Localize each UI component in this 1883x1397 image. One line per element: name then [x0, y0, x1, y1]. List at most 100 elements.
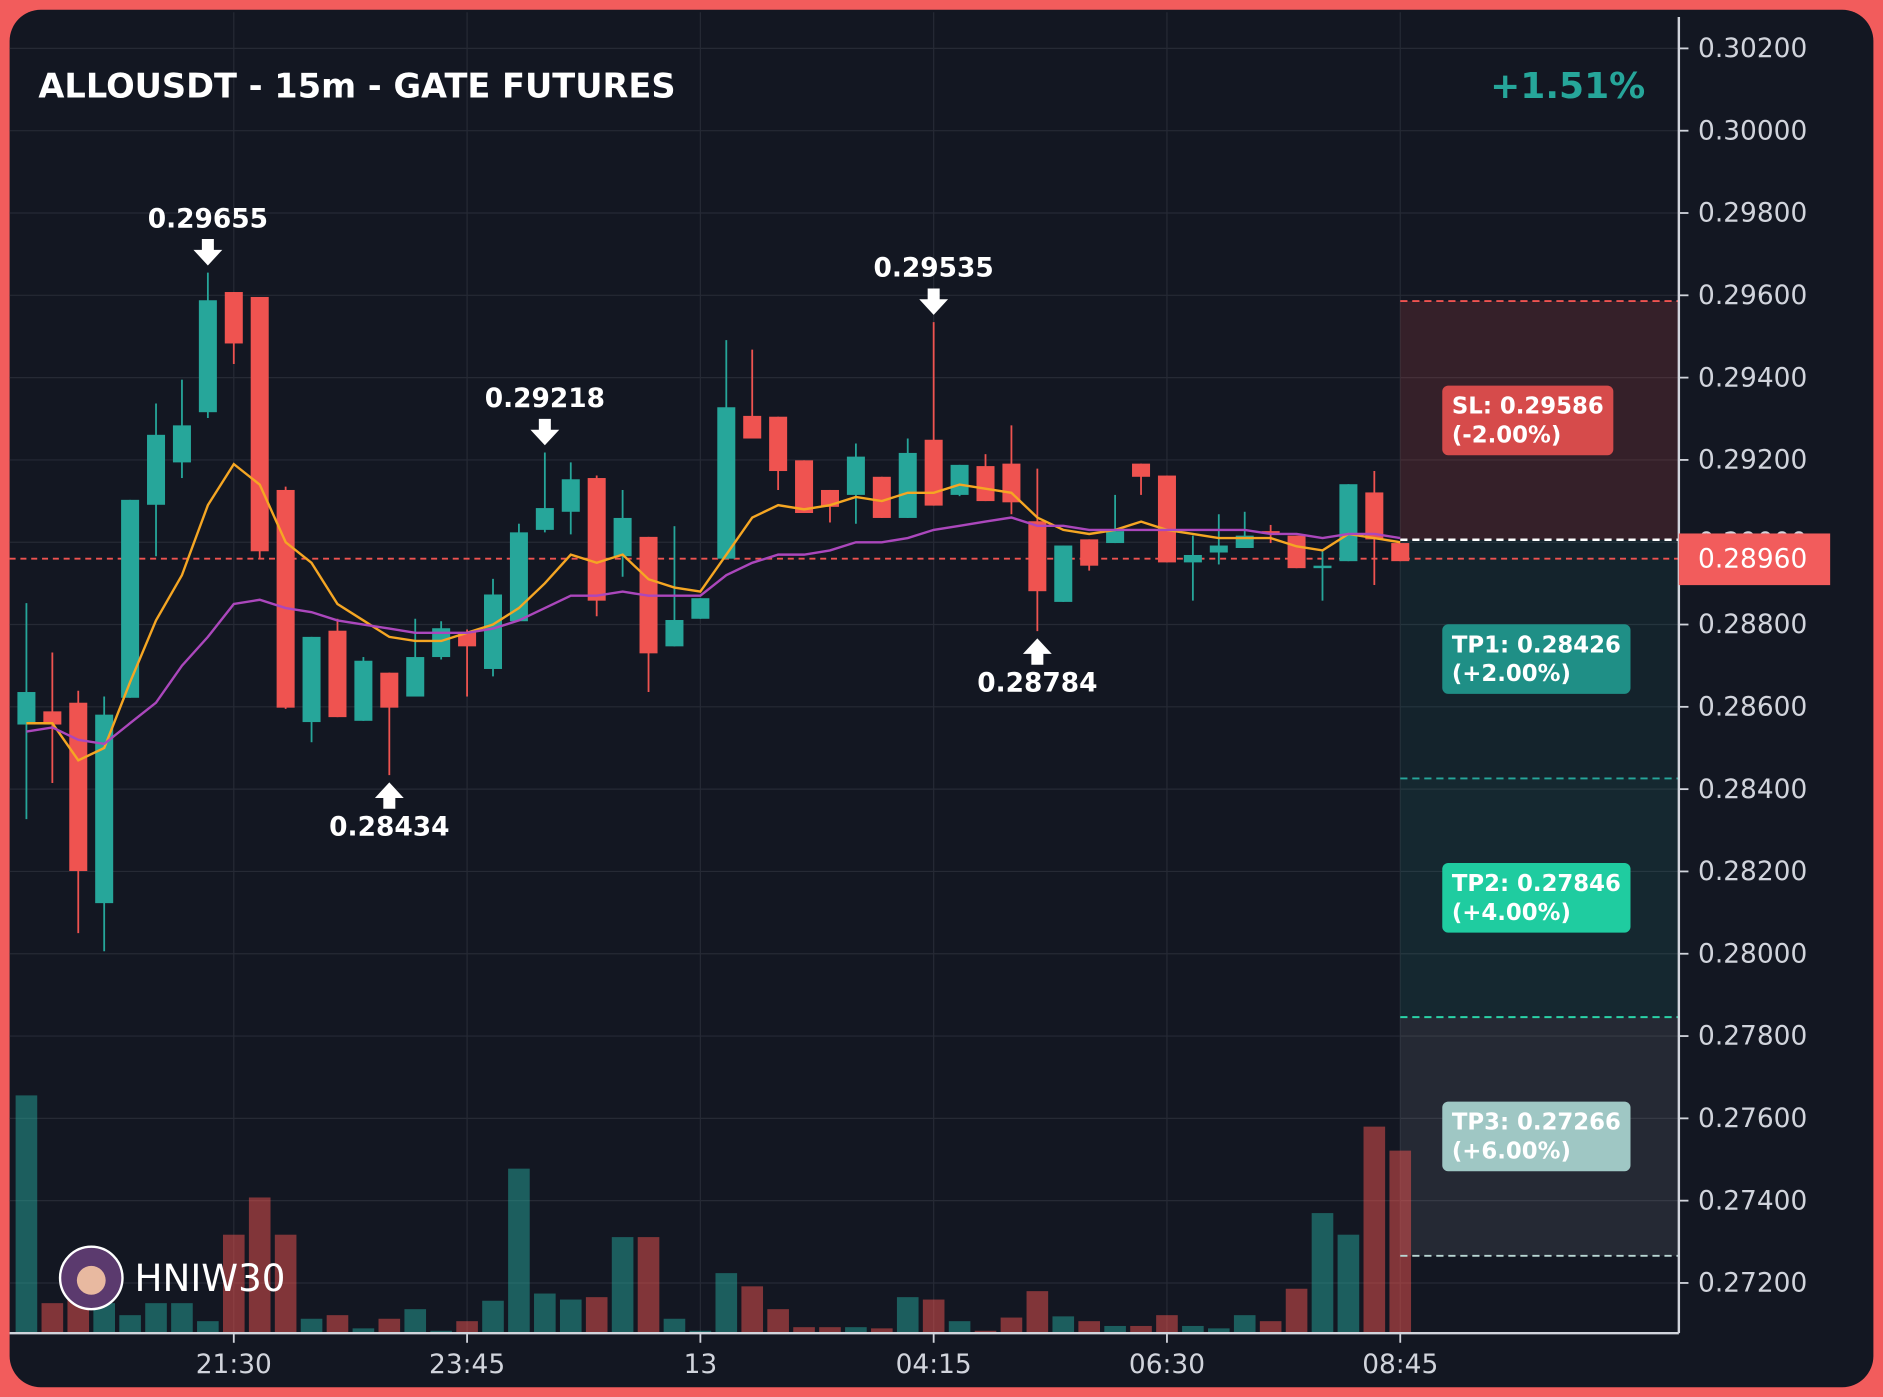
candle-body — [924, 439, 943, 506]
level-label: SL: 0.29586 — [1452, 394, 1604, 420]
candle-body — [1339, 484, 1358, 562]
y-tick-label: 0.28600 — [1698, 692, 1807, 723]
x-tick-label: 21:30 — [196, 1349, 272, 1380]
candle-body — [717, 407, 736, 559]
volume-bar — [248, 1197, 271, 1334]
candle-body — [354, 660, 373, 721]
candle-body — [147, 434, 166, 505]
candle-body — [872, 476, 891, 518]
candle-body — [250, 296, 269, 552]
candle-body — [795, 460, 814, 514]
volume-bar — [793, 1327, 815, 1334]
candle-body — [613, 517, 632, 557]
candle-body — [1080, 539, 1099, 566]
volume-bar — [1078, 1321, 1100, 1334]
candle-body — [406, 657, 425, 697]
level-box-bg — [1442, 624, 1631, 694]
level-box: TP3: 0.27266 (+6.00%) — [1442, 1101, 1631, 1172]
volume-bar — [922, 1299, 945, 1334]
low-label: 0.28434 — [329, 811, 449, 842]
x-tick-label: 04:15 — [896, 1349, 972, 1380]
candle-body — [1287, 535, 1306, 569]
chart-title: ALLOUSDT - 15m - GATE FUTURES — [38, 66, 675, 105]
level-box-bg — [1442, 385, 1614, 456]
volume-bar — [1285, 1288, 1308, 1334]
low-label: 0.28784 — [977, 667, 1097, 698]
y-tick-label: 0.28400 — [1698, 774, 1807, 805]
y-tick-label: 0.29600 — [1698, 280, 1807, 311]
candle-body — [483, 594, 503, 669]
level-label: TP2: 0.27846 — [1452, 871, 1621, 897]
candle-body — [587, 478, 606, 601]
y-tick-label: 0.28800 — [1698, 609, 1807, 640]
candle-body — [743, 415, 762, 439]
volume-bar — [508, 1168, 530, 1334]
y-tick-label: 0.29800 — [1698, 198, 1807, 229]
candle-body — [1313, 565, 1332, 569]
volume-bar — [222, 1234, 245, 1334]
volume-bar — [456, 1321, 478, 1334]
candle-body — [1365, 492, 1384, 540]
volume-bar — [663, 1318, 686, 1334]
volume-bar — [352, 1328, 375, 1334]
candle-body — [69, 702, 88, 872]
volume-bar — [15, 1095, 38, 1334]
y-tick-label: 0.28000 — [1698, 938, 1807, 969]
level-box: SL: 0.29586 (-2.00%) — [1442, 385, 1614, 456]
volume-bar — [378, 1318, 401, 1334]
y-tick-label: 0.29200 — [1698, 445, 1807, 476]
candle-body — [1054, 545, 1073, 602]
level-label: TP1: 0.28426 — [1452, 632, 1621, 658]
candle-body — [1209, 545, 1228, 553]
volume-bar — [871, 1328, 893, 1334]
candle-body — [846, 456, 865, 495]
volume-bar — [637, 1237, 660, 1334]
volume-bar — [197, 1321, 219, 1334]
candle-body — [769, 416, 788, 472]
volume-bar — [1130, 1325, 1152, 1334]
candle-body — [172, 425, 191, 463]
volume-bar — [819, 1327, 841, 1334]
y-tick-label: 0.27400 — [1698, 1185, 1807, 1216]
y-tick-label: 0.28200 — [1698, 856, 1807, 887]
last-price-label: 0.28960 — [1698, 543, 1807, 574]
volume-bar — [1182, 1325, 1204, 1334]
high-arrow — [919, 288, 949, 315]
volume-bar — [274, 1234, 297, 1334]
candle-body — [458, 631, 477, 647]
x-tick-label: 08:45 — [1362, 1349, 1438, 1380]
candle-body — [1183, 554, 1202, 563]
volume-bar — [1363, 1126, 1386, 1334]
y-tick-label: 0.30000 — [1698, 115, 1807, 146]
level-pct: (+6.00%) — [1452, 1139, 1571, 1165]
volume-bar — [534, 1293, 556, 1334]
volume-bar — [404, 1309, 427, 1334]
volume-bar — [1026, 1291, 1049, 1334]
volume-bar — [715, 1273, 738, 1334]
volume-bar — [1389, 1150, 1412, 1334]
candle-body — [198, 300, 217, 413]
candle-body — [665, 620, 684, 647]
candle-body — [1002, 463, 1021, 503]
candle-body — [302, 636, 321, 723]
level-box-bg — [1442, 1101, 1631, 1172]
volume-bar — [559, 1299, 582, 1334]
volume-bar — [326, 1315, 349, 1334]
candle-body — [1157, 475, 1176, 563]
candle-body — [380, 672, 399, 708]
volume-bar — [119, 1315, 141, 1334]
volume-bar — [93, 1303, 115, 1334]
candle-body — [224, 292, 243, 344]
volume-bar — [1207, 1328, 1230, 1334]
candle-body — [17, 692, 36, 725]
candle-body — [1028, 521, 1047, 592]
volume-bar — [767, 1309, 789, 1334]
volume-bar — [1052, 1316, 1075, 1334]
volume-bar — [1104, 1325, 1126, 1334]
candle-body — [561, 479, 580, 512]
change: +1.51% — [1490, 66, 1645, 107]
candle-body — [691, 598, 710, 619]
watermark: HNIW30 — [135, 1256, 286, 1300]
level-pct: (-2.00%) — [1452, 423, 1561, 449]
